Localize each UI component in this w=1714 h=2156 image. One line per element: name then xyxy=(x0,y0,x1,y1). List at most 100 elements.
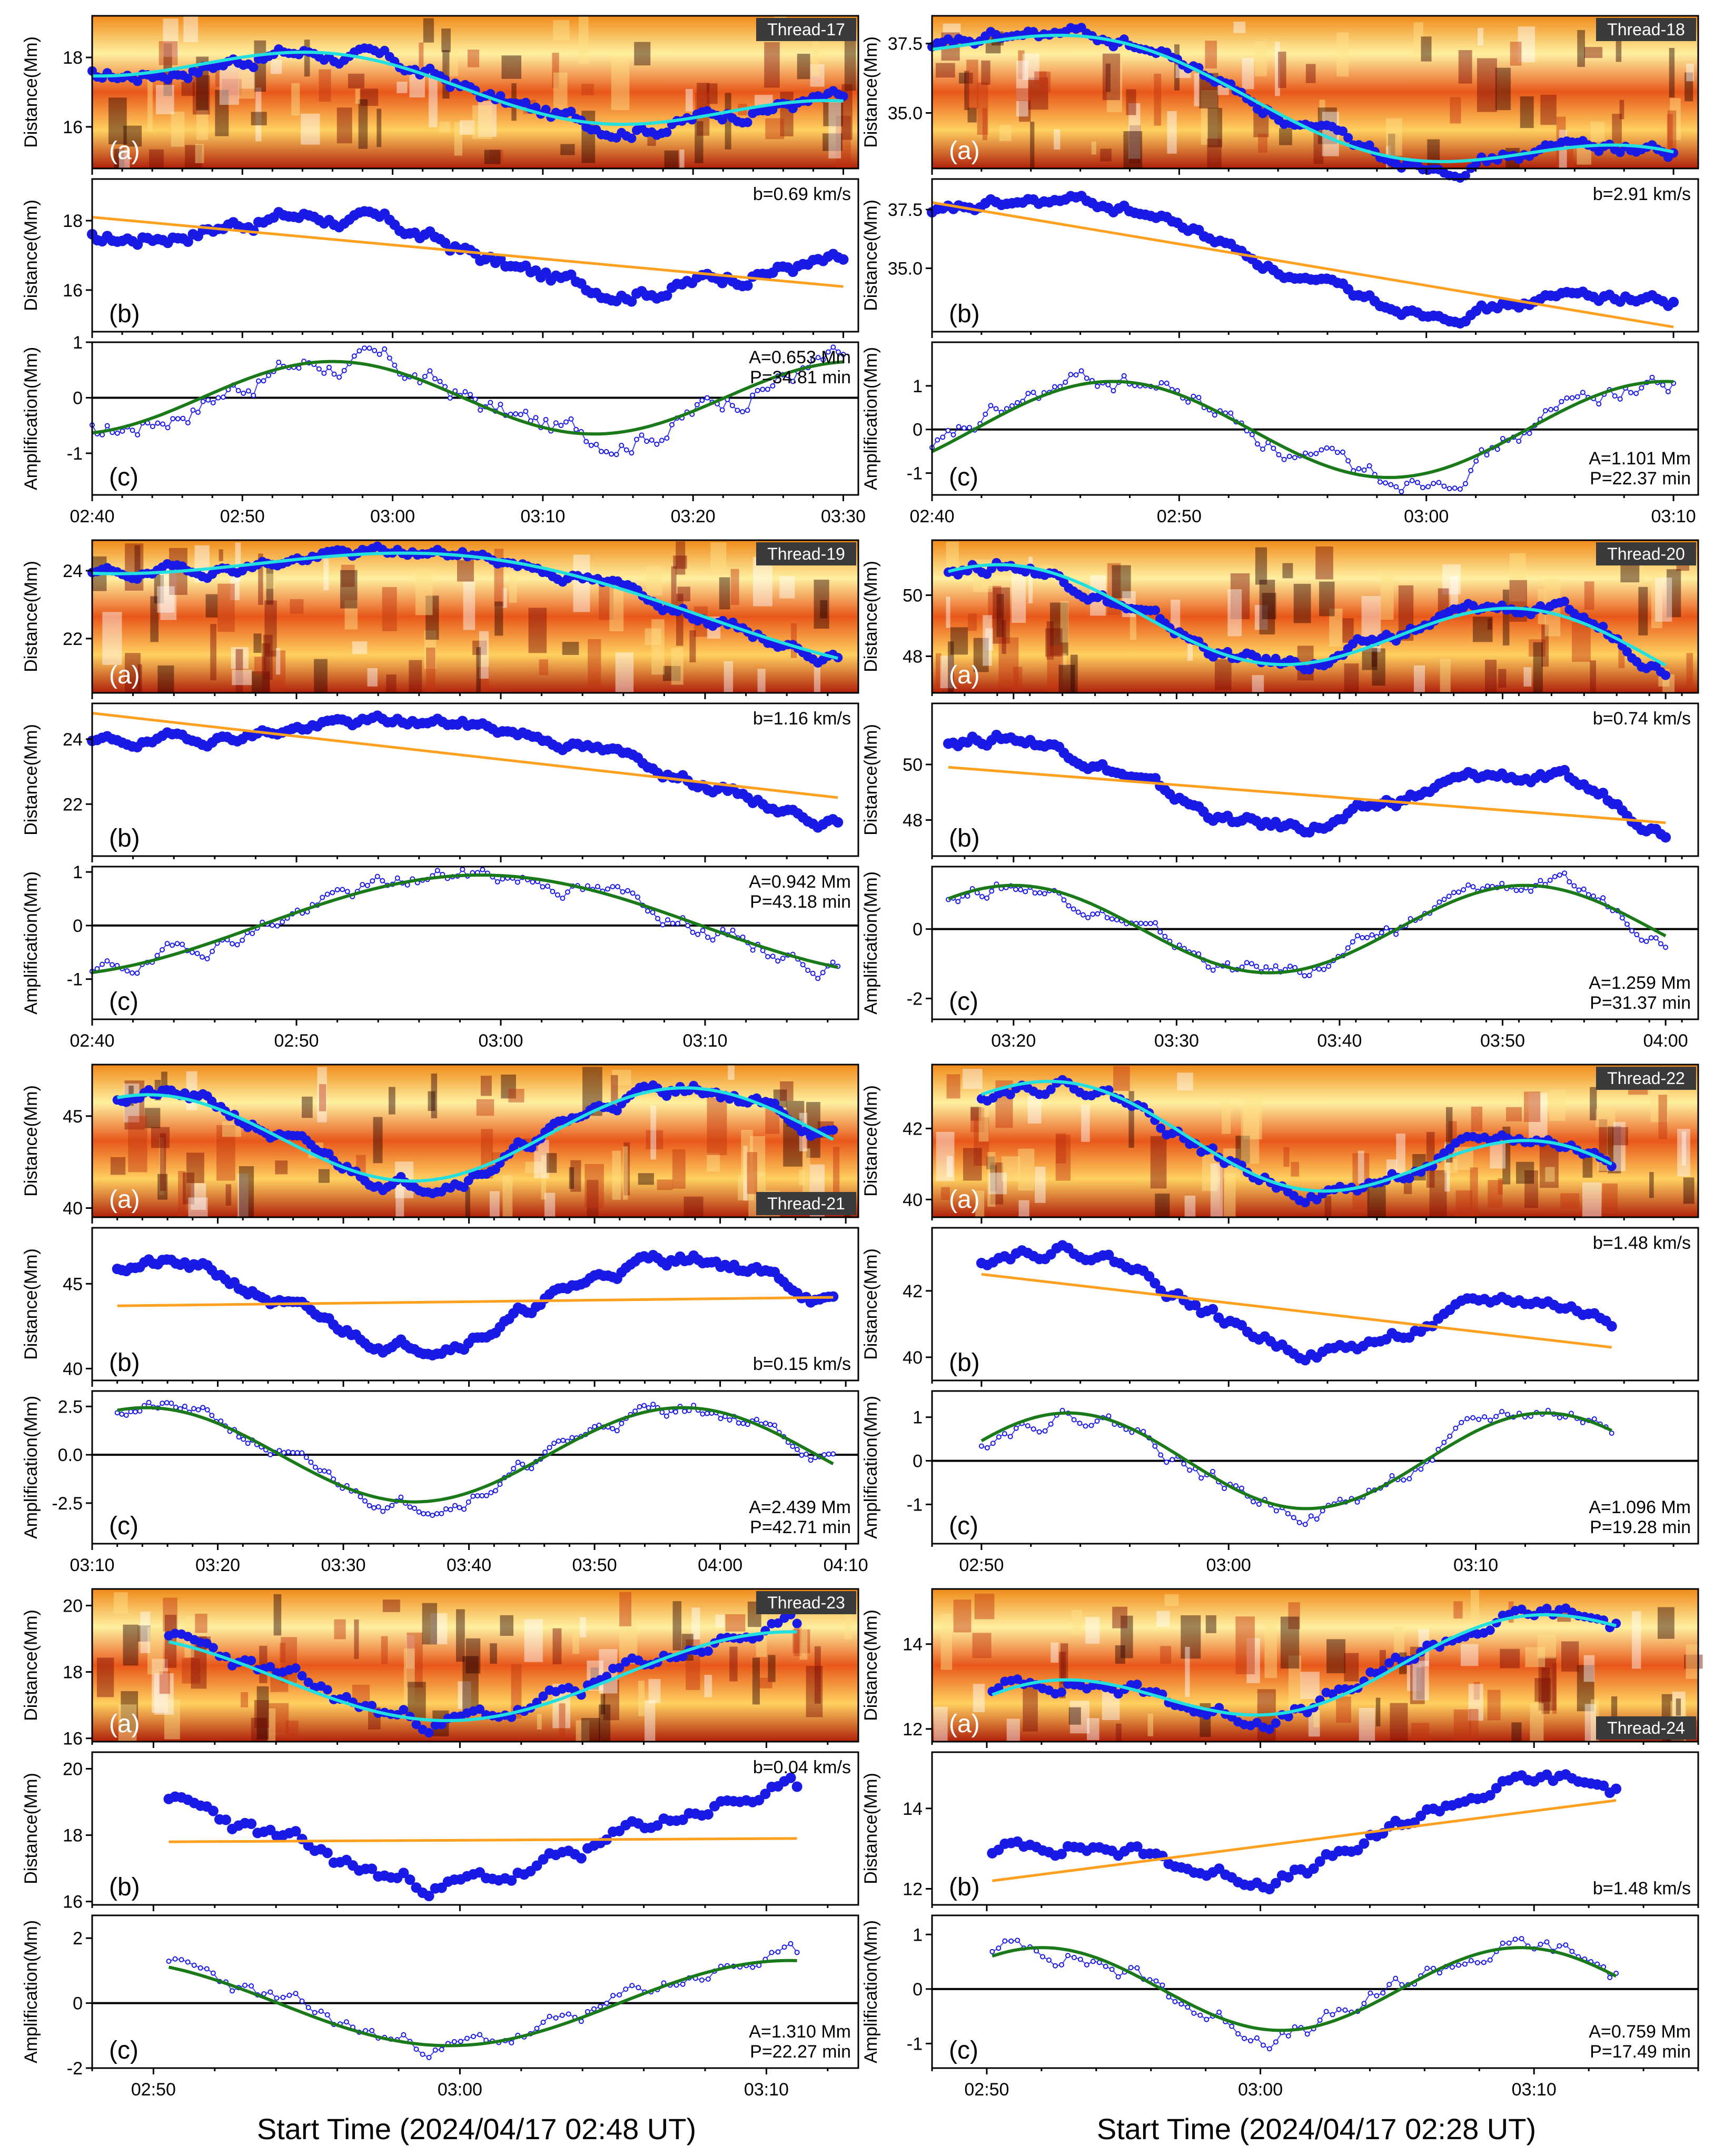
residual-point xyxy=(808,1457,814,1463)
residual-point xyxy=(637,1404,642,1409)
residual-point xyxy=(1077,1420,1083,1426)
heatmap-texture xyxy=(588,639,601,690)
residual-point xyxy=(1025,391,1031,396)
residual-point xyxy=(540,884,546,890)
residual-point xyxy=(401,2032,407,2038)
heatmap-texture xyxy=(673,555,687,569)
heatmap-texture xyxy=(1054,129,1061,150)
heatmap-texture xyxy=(1414,665,1425,693)
heatmap-texture xyxy=(490,1643,497,1664)
residual-point xyxy=(1470,884,1476,890)
residual-point xyxy=(270,922,275,928)
heatmap-texture xyxy=(291,83,300,116)
residual-point xyxy=(592,1424,598,1429)
residual-point xyxy=(1658,941,1663,947)
residual-point xyxy=(299,1998,305,2004)
residual-point xyxy=(1066,903,1072,909)
residual-point xyxy=(377,352,382,357)
residual-point xyxy=(591,2006,597,2012)
axes-frame xyxy=(91,15,859,170)
residual-point xyxy=(1364,935,1370,940)
residual-point xyxy=(1596,401,1602,407)
residual-point xyxy=(1090,1959,1096,1964)
residual-point xyxy=(1235,2031,1241,2036)
heatmap-texture xyxy=(183,16,199,43)
heatmap-texture xyxy=(959,73,973,84)
period-annotation: P=43.18 min xyxy=(750,892,851,912)
residual-point xyxy=(609,451,615,457)
residual-point xyxy=(1042,891,1047,897)
residual-point xyxy=(1273,2039,1279,2045)
residual-point xyxy=(1665,389,1671,394)
residual-point xyxy=(547,1445,552,1450)
residual-point xyxy=(1639,937,1644,943)
residual-point xyxy=(940,434,946,440)
residual-point xyxy=(996,1434,1002,1440)
residual-point xyxy=(750,947,756,953)
data-point xyxy=(324,1149,334,1159)
residual-point xyxy=(511,1466,517,1472)
heatmap-texture xyxy=(972,1633,992,1658)
data-point xyxy=(1660,832,1671,843)
data-point xyxy=(322,1847,333,1859)
heatmap-texture xyxy=(581,1717,600,1742)
y-tick-label: -1 xyxy=(67,970,83,990)
residual-point xyxy=(1065,1953,1071,1959)
heatmap-texture xyxy=(181,82,195,96)
residual-point xyxy=(700,928,706,933)
heatmap-texture xyxy=(478,667,489,693)
heatmap-texture xyxy=(1506,1107,1522,1121)
thread-label-box xyxy=(1596,542,1696,565)
heatmap-texture xyxy=(584,1164,604,1208)
residual-point xyxy=(1287,963,1293,969)
x-tick-label: 03:00 xyxy=(1238,2080,1283,2100)
heatmap-texture xyxy=(664,150,679,168)
heatmap-texture xyxy=(367,668,378,687)
heatmap-texture xyxy=(1046,621,1054,660)
x-tick-label: 03:40 xyxy=(447,1555,491,1575)
residual-point xyxy=(729,403,735,409)
heatmap-texture xyxy=(123,1624,138,1666)
axes-frame xyxy=(91,702,859,857)
y-tick-label: -1 xyxy=(67,444,83,464)
residual-point xyxy=(739,409,745,414)
residual-point xyxy=(465,1499,471,1505)
panel-letter: (b) xyxy=(109,300,140,328)
y-tick-label: 20 xyxy=(63,1596,83,1616)
heatmap-texture xyxy=(110,1157,126,1175)
residual-point xyxy=(988,403,994,409)
residual-point xyxy=(610,1426,616,1432)
residual-point xyxy=(1181,1461,1187,1467)
heatmap-texture xyxy=(988,1173,1007,1195)
residual-point xyxy=(556,1438,561,1444)
residual-point xyxy=(394,875,400,881)
heatmap-texture xyxy=(1681,1131,1687,1166)
residual-point xyxy=(160,947,165,953)
x-tick-label: 03:10 xyxy=(1651,506,1696,526)
residual-point xyxy=(1304,2031,1310,2037)
heatmap-texture xyxy=(341,564,355,587)
heatmap-texture xyxy=(799,1169,805,1185)
residual-point xyxy=(356,348,362,354)
heatmap-texture xyxy=(1259,580,1275,635)
heatmap-texture xyxy=(239,1166,254,1217)
data-point xyxy=(496,91,506,101)
y-tick-label: 0 xyxy=(913,1452,923,1472)
residual-point xyxy=(1002,1431,1007,1437)
residual-point xyxy=(604,2000,610,2006)
residual-point xyxy=(372,347,378,353)
heatmap-texture xyxy=(1375,1697,1381,1726)
data-point xyxy=(1338,126,1348,136)
residual-point xyxy=(569,1435,575,1440)
y-tick-label: 0 xyxy=(73,1994,83,2014)
heatmap-texture xyxy=(1128,103,1141,159)
thread-label: Thread-17 xyxy=(767,20,845,39)
residual-point xyxy=(1437,1970,1443,1976)
residual-point xyxy=(120,428,125,434)
heatmap-texture xyxy=(1686,63,1694,82)
heatmap-texture xyxy=(1667,110,1677,159)
residual-point xyxy=(635,894,641,900)
residual-point xyxy=(197,1965,203,1971)
heatmap-texture xyxy=(501,55,521,79)
residual-point xyxy=(775,958,781,964)
